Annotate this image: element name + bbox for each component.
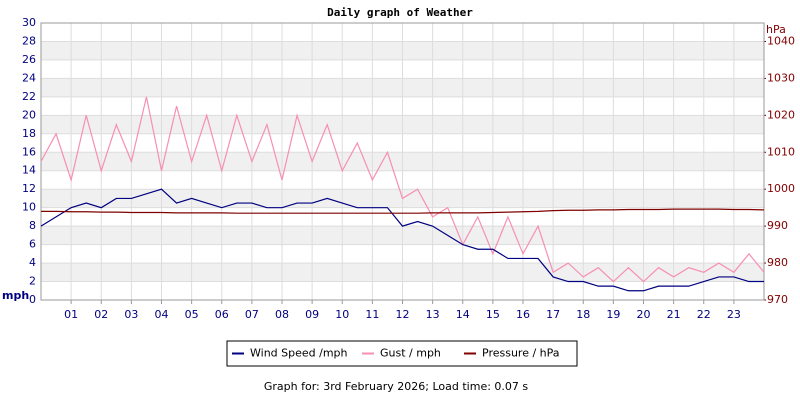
y2-tick-label: 1000: [767, 182, 795, 195]
x-tick-label: 19: [606, 308, 620, 321]
y-tick-label: 10: [22, 201, 36, 214]
y-tick-label: 24: [22, 71, 36, 84]
y2-tick-label: 1020: [767, 108, 795, 121]
y-tick-label: 14: [22, 164, 36, 177]
y2-tick-label: 1030: [767, 71, 795, 84]
y-axis-label: mph: [2, 289, 29, 302]
x-tick-label: 22: [697, 308, 711, 321]
x-tick-label: 16: [516, 308, 530, 321]
series-line: [41, 208, 765, 214]
y-tick-label: 26: [22, 53, 36, 66]
x-tick-label: 02: [94, 308, 108, 321]
y-tick-label: 28: [22, 34, 36, 47]
y2-tick-label: 990: [767, 219, 788, 232]
x-tick-label: 23: [727, 308, 741, 321]
chart-title: Daily graph of Weather: [327, 6, 473, 19]
y2-tick-label: 1010: [767, 145, 795, 158]
y-tick-label: 8: [29, 219, 36, 232]
footer: Graph for: 3rd February 2026; Load time:…: [264, 380, 529, 393]
y-tick-label: 0: [29, 293, 36, 306]
series-line: [40, 188, 764, 292]
x-tick-label: 14: [456, 308, 470, 321]
legend-box: [226, 340, 578, 367]
x-tick-label: 09: [305, 308, 319, 321]
x-tick-label: 07: [245, 308, 259, 321]
y2-tick-label: 970: [767, 293, 788, 306]
x-tick-label: 21: [667, 308, 681, 321]
y-tick-label: 20: [22, 108, 36, 121]
x-tick-label: 01: [64, 308, 78, 321]
x-tick-label: 12: [396, 308, 410, 321]
y-tick-label: 18: [22, 127, 36, 140]
x-tick-label: 13: [426, 308, 440, 321]
legend-label: Pressure / hPa: [482, 347, 560, 360]
y-tick-label: 30: [22, 16, 36, 29]
y2-axis-label: hPa: [766, 23, 786, 36]
x-tick-label: 17: [546, 308, 560, 321]
x-tick-label: 15: [486, 308, 500, 321]
x-tick-label: 08: [275, 308, 289, 321]
legend-label: Wind Speed /mph: [250, 347, 348, 360]
x-tick-label: 18: [576, 308, 590, 321]
y-tick-label: 12: [22, 182, 36, 195]
legend-label: Gust / mph: [380, 347, 441, 360]
series-line: [40, 96, 765, 283]
y-tick-label: 2: [29, 275, 36, 288]
y-tick-label: 6: [29, 238, 36, 251]
x-tick-label: 03: [124, 308, 138, 321]
x-tick-label: 20: [637, 308, 651, 321]
x-tick-label: 06: [215, 308, 229, 321]
x-tick-label: 04: [155, 308, 169, 321]
y-tick-label: 16: [22, 145, 36, 158]
x-tick-label: 05: [185, 308, 199, 321]
y2-tick-label: 1040: [767, 34, 795, 47]
y-tick-label: 22: [22, 90, 36, 103]
x-tick-label: 11: [365, 308, 379, 321]
y-tick-label: 4: [29, 256, 36, 269]
x-tick-label: 10: [335, 308, 349, 321]
y2-tick-label: 980: [767, 256, 788, 269]
